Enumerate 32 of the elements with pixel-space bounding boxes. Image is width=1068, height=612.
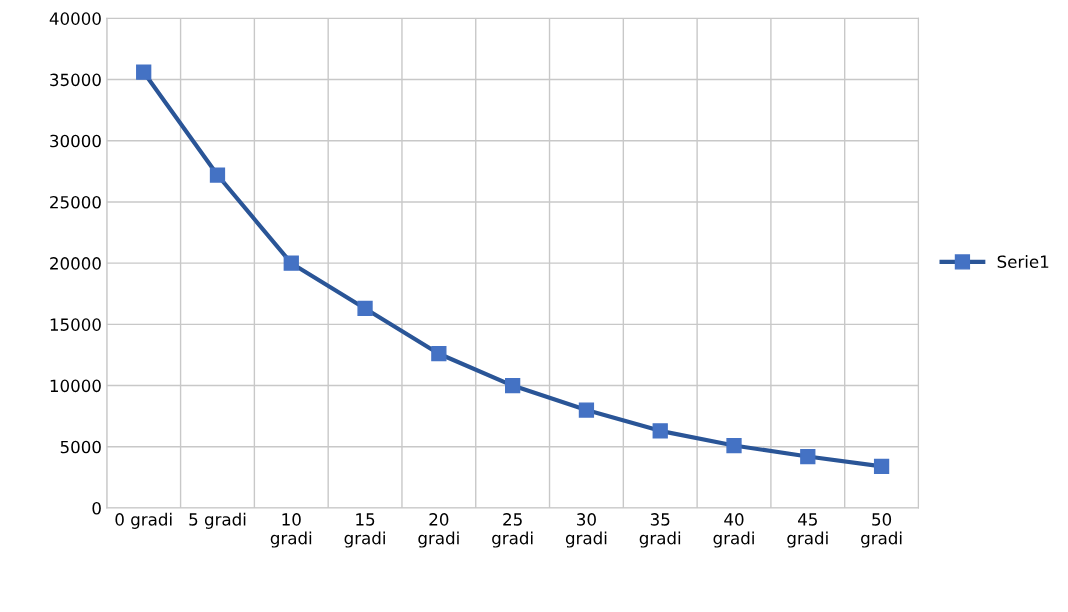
point	[431, 346, 447, 362]
point	[873, 458, 890, 474]
y-tick-label: 0	[92, 501, 101, 515]
point	[209, 167, 226, 183]
point	[505, 377, 521, 394]
x-tick-label: 15 gradi	[344, 513, 385, 548]
x-tick-label: 45 gradi	[787, 513, 828, 548]
point	[283, 255, 299, 271]
legend-label: Serie1	[997, 255, 1049, 268]
x-tick-label: 30 gradi	[565, 513, 607, 548]
y-tick-label: 20000	[50, 257, 101, 270]
y-tick-label: 30000	[50, 134, 101, 148]
x-tick-label: 20 gradi	[418, 513, 459, 548]
x-tick-label: 35 gradi	[639, 513, 681, 548]
x-tick-label: 0 gradi	[115, 512, 172, 529]
point	[578, 402, 595, 418]
point	[652, 423, 668, 439]
point	[800, 448, 816, 465]
x-tick-label: 50 gradi	[861, 513, 902, 548]
y-tick-label: 10000	[50, 379, 101, 393]
y-tick-label: 15000	[50, 318, 101, 331]
x-tick-label: 25 gradi	[492, 513, 533, 548]
x-tick-label: 10 gradi	[270, 513, 312, 548]
x-tick-label: 40 gradi	[713, 513, 754, 548]
y-tick-label: 25000	[50, 195, 101, 209]
point	[726, 437, 742, 454]
y-tick-label: 5000	[60, 440, 101, 454]
y-tick-label: 35000	[50, 73, 101, 87]
point	[357, 300, 373, 317]
x-tick-label: 5 gradi	[189, 512, 246, 529]
point	[136, 64, 152, 80]
y-tick-label: 40000	[49, 12, 101, 25]
